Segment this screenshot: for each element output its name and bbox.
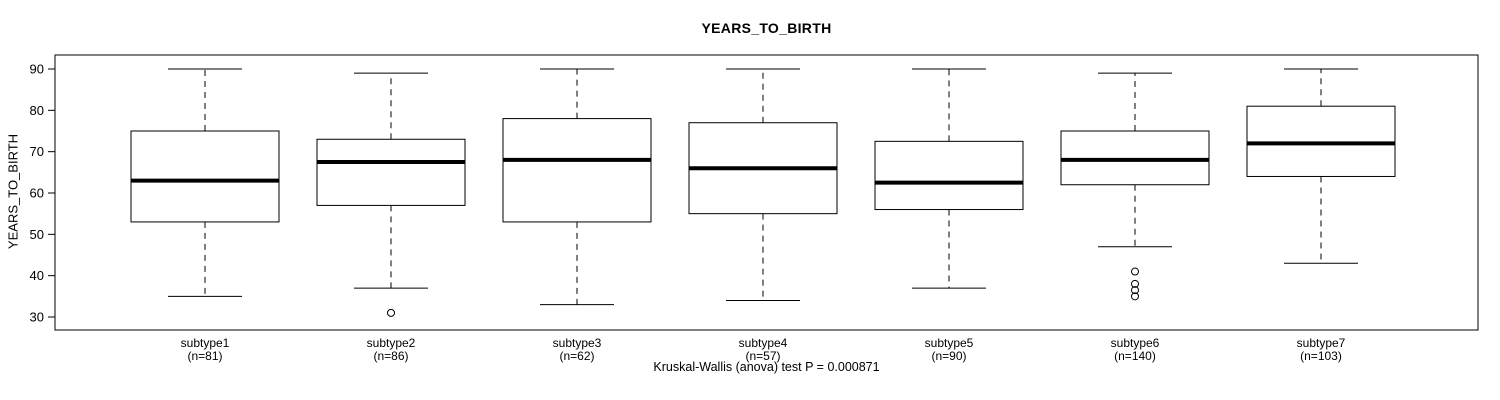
outlier-point <box>1131 279 1139 288</box>
stat-test-caption: Kruskal-Wallis (anova) test P = 0.000871 <box>653 360 880 374</box>
y-tick-label: 60 <box>30 186 44 201</box>
x-category-label: subtype1 <box>181 336 230 350</box>
iqr-box <box>1246 105 1396 177</box>
x-category-n-label: (n=140) <box>1114 349 1156 363</box>
x-category-n-label: (n=90) <box>931 349 966 363</box>
iqr-box <box>502 118 652 223</box>
y-tick-label: 50 <box>30 227 44 242</box>
y-tick-label: 30 <box>30 310 44 325</box>
x-category-n-label: (n=103) <box>1300 349 1342 363</box>
y-tick-label: 80 <box>30 103 44 118</box>
x-category-label: subtype5 <box>925 336 974 350</box>
y-tick-label: 90 <box>30 62 44 77</box>
iqr-box <box>130 130 280 223</box>
x-category-label: subtype7 <box>1297 336 1346 350</box>
outlier-point <box>387 308 395 317</box>
iqr-box <box>1060 130 1210 186</box>
outlier-point <box>1131 286 1139 295</box>
x-category-label: subtype2 <box>367 336 416 350</box>
outlier-point <box>1131 292 1139 301</box>
x-category-label: subtype3 <box>553 336 602 350</box>
outlier-point <box>1131 267 1139 276</box>
x-category-label: subtype4 <box>739 336 788 350</box>
iqr-box <box>316 138 466 206</box>
iqr-box <box>874 140 1024 211</box>
x-category-label: subtype6 <box>1111 336 1160 350</box>
x-category-n-label: (n=81) <box>187 349 222 363</box>
x-category-n-label: (n=62) <box>559 349 594 363</box>
y-tick-label: 70 <box>30 144 44 159</box>
chart-title: YEARS_TO_BIRTH <box>701 20 832 36</box>
x-category-n-label: (n=57) <box>745 349 780 363</box>
y-tick-label: 40 <box>30 268 44 283</box>
x-category-n-label: (n=86) <box>373 349 408 363</box>
